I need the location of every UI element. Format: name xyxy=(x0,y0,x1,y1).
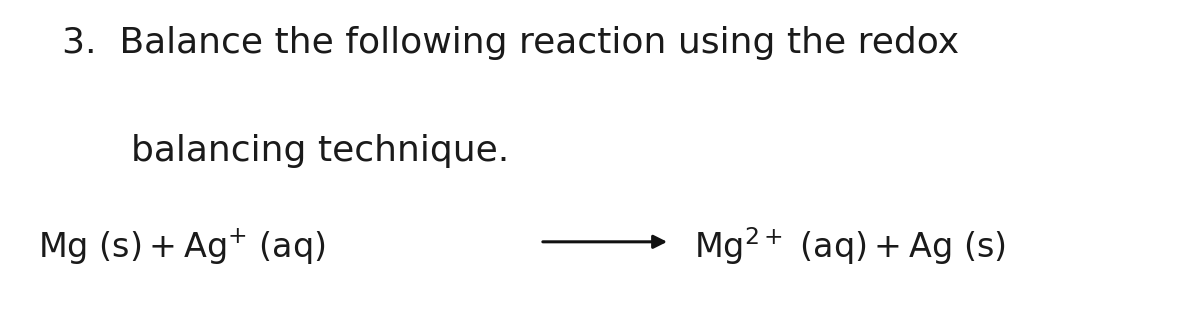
Text: $\mathregular{Mg^{2+}\ (aq) + Ag\ (s)}$: $\mathregular{Mg^{2+}\ (aq) + Ag\ (s)}$ xyxy=(694,225,1006,267)
Text: $\mathregular{Mg\ (s) + Ag^{+}\ (aq)}$: $\mathregular{Mg\ (s) + Ag^{+}\ (aq)}$ xyxy=(38,228,326,267)
Text: 3.  Balance the following reaction using the redox: 3. Balance the following reaction using … xyxy=(62,26,959,60)
Text: balancing technique.: balancing technique. xyxy=(62,134,509,168)
